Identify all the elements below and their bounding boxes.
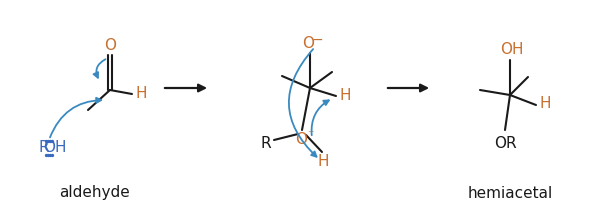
Text: aldehyde: aldehyde (60, 185, 131, 201)
Text: OR: OR (493, 135, 517, 151)
Text: R: R (38, 141, 48, 155)
Text: H: H (135, 86, 147, 102)
Text: H: H (54, 141, 66, 155)
Text: O: O (104, 39, 116, 53)
Text: O: O (302, 35, 314, 51)
Text: −: − (311, 33, 323, 47)
Text: H: H (317, 153, 329, 169)
Text: R: R (261, 135, 271, 151)
Text: O: O (295, 132, 307, 146)
Text: hemiacetal: hemiacetal (467, 185, 553, 201)
Text: H: H (539, 96, 551, 112)
Text: ⁺: ⁺ (307, 129, 313, 142)
Text: OH: OH (500, 41, 524, 57)
Text: H: H (339, 89, 350, 103)
Text: O: O (43, 141, 55, 155)
